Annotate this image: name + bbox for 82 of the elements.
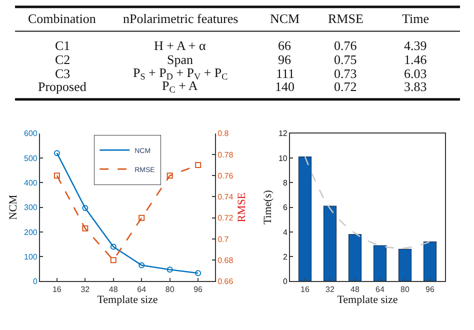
y2-tick-label: 0.66: [218, 277, 234, 286]
x-tick-label: 16: [300, 284, 310, 294]
text: RMSE: [328, 11, 364, 26]
y-axis-title: Time(s): [262, 190, 274, 225]
y2-tick-label: 0.7: [218, 234, 230, 244]
bar: [423, 242, 437, 282]
y-tick-label: 8: [282, 178, 288, 188]
text: P$_{C}$ + A: [162, 78, 198, 95]
x-tick-label: 80: [400, 284, 410, 294]
x-axis-title: Template size: [337, 294, 398, 306]
bar: [323, 206, 337, 282]
x-tick-label: 48: [350, 284, 360, 294]
y-tick-label: 300: [24, 203, 38, 212]
y2-axis-title: RMSE: [236, 192, 248, 222]
x-tick-label: 96: [194, 284, 204, 294]
y-tick-label: 4: [282, 228, 288, 237]
y-tick-label: 600: [24, 129, 38, 138]
text: 6.03: [404, 66, 427, 81]
y2-tick-label: 0.74: [218, 192, 234, 202]
x-tick-label: 80: [165, 284, 175, 294]
x-tick-label: 64: [137, 284, 147, 294]
line-series: [304, 156, 431, 249]
text: 0.73: [334, 66, 357, 81]
text: Span: [167, 52, 194, 67]
text: 0.72: [334, 79, 357, 94]
text: 1.46: [404, 52, 428, 67]
text: 96: [278, 52, 292, 67]
x-tick-label: 64: [376, 284, 385, 294]
text: C1: [55, 38, 70, 53]
y-tick-label: 0: [32, 277, 38, 286]
point: [166, 266, 173, 273]
x-axis-title: Template size: [97, 294, 158, 306]
bar: [398, 248, 412, 282]
text: 0.75: [334, 52, 357, 67]
point: [138, 214, 145, 221]
point: [54, 150, 60, 156]
text: 140: [275, 79, 294, 94]
y-tick-label: 0: [282, 277, 288, 286]
bar: [298, 156, 312, 282]
point: [195, 270, 202, 276]
bar: [348, 234, 362, 282]
point: [82, 225, 88, 232]
y2-tick-label: 0.72: [218, 214, 234, 223]
y-tick-label: 100: [24, 252, 38, 262]
y-tick-label: 12: [278, 129, 288, 138]
text: C2: [55, 52, 70, 67]
y-tick-label: 2: [282, 252, 288, 262]
y-tick-label: 200: [24, 228, 38, 237]
point: [54, 172, 60, 179]
text: 66: [278, 38, 292, 53]
y2-tick-label: 0.8: [218, 129, 230, 138]
x-tick-label: 96: [426, 284, 435, 294]
text: C3: [55, 66, 70, 81]
text: 0.76: [334, 38, 358, 53]
text: 4.39: [404, 38, 427, 53]
y-tick-label: 6: [282, 203, 288, 212]
point: [166, 172, 173, 179]
text: H + A + α: [154, 38, 206, 53]
text: 3.83: [404, 79, 427, 94]
y2-tick-label: 0.68: [218, 256, 234, 265]
text: Proposed: [38, 79, 87, 94]
point: [138, 262, 145, 268]
point: [195, 162, 202, 168]
y2-tick-label: 0.76: [218, 171, 234, 180]
text: nPolarimetric features: [123, 11, 238, 26]
point: [110, 257, 116, 264]
x-tick-label: 48: [108, 284, 118, 294]
y-axis-title: NCM: [8, 194, 20, 220]
y-tick-label: 10: [278, 154, 288, 163]
y2-tick-label: 0.78: [218, 150, 234, 160]
text: NCM: [270, 11, 300, 26]
text: 111: [276, 66, 295, 81]
y-tick-label: 500: [24, 154, 38, 163]
y-tick-label: 400: [24, 178, 38, 188]
x-tick-label: 32: [80, 284, 90, 294]
point: [110, 244, 116, 250]
bar: [373, 245, 387, 282]
x-tick-label: 32: [326, 284, 335, 294]
text: Time: [402, 11, 430, 26]
x-tick-label: 16: [52, 284, 62, 294]
point: [82, 205, 88, 212]
text: Combination: [28, 11, 96, 26]
